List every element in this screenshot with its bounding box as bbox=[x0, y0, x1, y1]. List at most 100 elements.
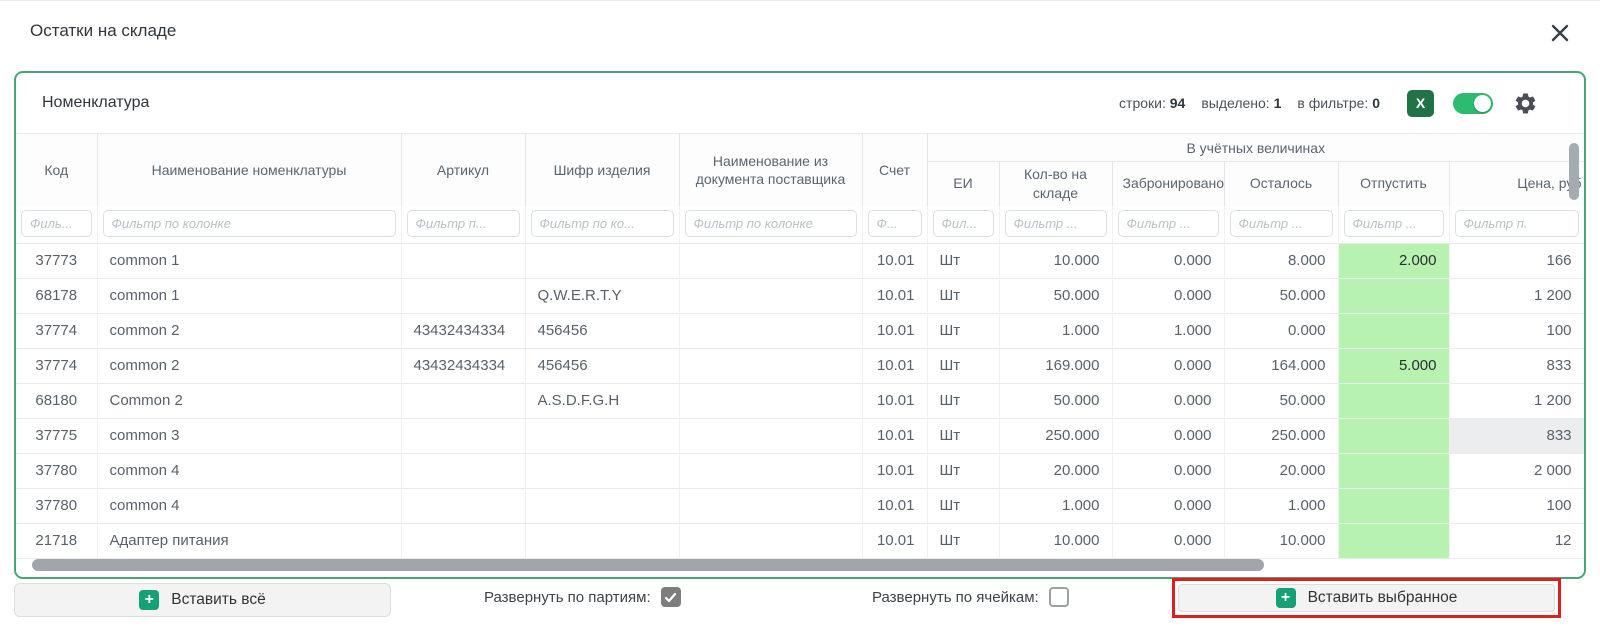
cell-name[interactable]: common 4 bbox=[97, 487, 402, 523]
expand-cells-checkbox[interactable] bbox=[1048, 587, 1069, 607]
cell-docname[interactable] bbox=[679, 382, 863, 418]
cell-article[interactable] bbox=[401, 277, 526, 313]
cell-unit[interactable]: Шт bbox=[927, 347, 1000, 383]
cell-reserved[interactable]: 0.000 bbox=[1112, 277, 1225, 313]
cell-price[interactable]: 1 200 bbox=[1449, 277, 1584, 313]
filter-input-docname[interactable] bbox=[684, 209, 857, 237]
cell-name[interactable]: Адаптер питания bbox=[97, 522, 402, 559]
cell-price-selected[interactable]: 833 bbox=[1449, 417, 1584, 453]
cell-unit[interactable]: Шт bbox=[927, 242, 1000, 278]
cell-release[interactable] bbox=[1338, 312, 1450, 348]
cell-name[interactable]: common 1 bbox=[97, 242, 402, 278]
vertical-scrollbar-thumb[interactable] bbox=[1569, 143, 1579, 200]
cell-qty[interactable]: 20.000 bbox=[999, 452, 1113, 488]
cell-docname[interactable] bbox=[679, 417, 863, 453]
filter-input-account[interactable] bbox=[867, 209, 922, 237]
cell-code[interactable]: 68178 bbox=[16, 277, 98, 313]
cell-code[interactable]: 21718 bbox=[16, 522, 98, 559]
cell-release[interactable]: 5.000 bbox=[1338, 347, 1450, 383]
cell-reserved[interactable]: 0.000 bbox=[1112, 522, 1225, 559]
cell-account[interactable]: 10.01 bbox=[862, 312, 928, 348]
cell-shifr[interactable] bbox=[525, 417, 680, 453]
cell-qty[interactable]: 1.000 bbox=[999, 312, 1113, 348]
cell-docname[interactable] bbox=[679, 242, 863, 278]
cell-article[interactable] bbox=[401, 417, 526, 453]
cell-shifr[interactable] bbox=[525, 452, 680, 488]
cell-release[interactable]: 2.000 bbox=[1338, 242, 1450, 278]
cell-account[interactable]: 10.01 bbox=[862, 382, 928, 418]
cell-code[interactable]: 68180 bbox=[16, 382, 98, 418]
horizontal-scrollbar-thumb[interactable] bbox=[32, 559, 1264, 571]
filter-input-shifr[interactable] bbox=[530, 209, 674, 237]
cell-name[interactable]: common 4 bbox=[97, 452, 402, 488]
insert-all-button[interactable]: + Вставить всё bbox=[14, 583, 391, 617]
cell-reserved[interactable]: 0.000 bbox=[1112, 487, 1225, 523]
excel-export-icon[interactable]: X bbox=[1407, 89, 1434, 117]
cell-code[interactable]: 37780 bbox=[16, 487, 98, 523]
cell-docname[interactable] bbox=[679, 347, 863, 383]
cell-left[interactable]: 50.000 bbox=[1224, 382, 1339, 418]
cell-reserved[interactable]: 0.000 bbox=[1112, 417, 1225, 453]
filter-input-name[interactable] bbox=[102, 209, 396, 237]
cell-code[interactable]: 37775 bbox=[16, 417, 98, 453]
filter-input-left[interactable] bbox=[1229, 209, 1333, 237]
cell-left[interactable]: 20.000 bbox=[1224, 452, 1339, 488]
cell-unit[interactable]: Шт bbox=[927, 452, 1000, 488]
filter-input-code[interactable] bbox=[21, 209, 92, 237]
filter-input-reserved[interactable] bbox=[1117, 209, 1219, 237]
cell-release[interactable] bbox=[1338, 452, 1450, 488]
cell-account[interactable]: 10.01 bbox=[862, 277, 928, 313]
cell-release[interactable] bbox=[1338, 382, 1450, 418]
cell-price[interactable]: 12 bbox=[1449, 522, 1584, 559]
toggle-switch[interactable] bbox=[1453, 92, 1493, 114]
cell-name[interactable]: common 3 bbox=[97, 417, 402, 453]
cell-price[interactable]: 100 bbox=[1449, 487, 1584, 523]
cell-article[interactable]: 43432434334 bbox=[401, 312, 526, 348]
cell-docname[interactable] bbox=[679, 312, 863, 348]
cell-shifr[interactable]: A.S.D.F.G.H bbox=[525, 382, 680, 418]
cell-account[interactable]: 10.01 bbox=[862, 347, 928, 383]
cell-qty[interactable]: 50.000 bbox=[999, 277, 1113, 313]
cell-account[interactable]: 10.01 bbox=[862, 417, 928, 453]
cell-code[interactable]: 37780 bbox=[16, 452, 98, 488]
cell-release[interactable] bbox=[1338, 277, 1450, 313]
cell-reserved[interactable]: 0.000 bbox=[1112, 382, 1225, 418]
cell-reserved[interactable]: 0.000 bbox=[1112, 242, 1225, 278]
cell-unit[interactable]: Шт bbox=[927, 487, 1000, 523]
cell-reserved[interactable]: 0.000 bbox=[1112, 452, 1225, 488]
cell-article[interactable] bbox=[401, 487, 526, 523]
filter-input-release[interactable] bbox=[1343, 209, 1444, 237]
cell-account[interactable]: 10.01 bbox=[862, 452, 928, 488]
gear-icon[interactable] bbox=[1512, 90, 1538, 116]
cell-release[interactable] bbox=[1338, 487, 1450, 523]
cell-name[interactable]: common 2 bbox=[97, 312, 402, 348]
cell-price[interactable]: 2 000 bbox=[1449, 452, 1584, 488]
cell-price[interactable]: 100 bbox=[1449, 312, 1584, 348]
cell-docname[interactable] bbox=[679, 487, 863, 523]
cell-article[interactable]: 43432434334 bbox=[401, 347, 526, 383]
cell-left[interactable]: 10.000 bbox=[1224, 522, 1339, 559]
cell-left[interactable]: 50.000 bbox=[1224, 277, 1339, 313]
cell-shifr[interactable] bbox=[525, 487, 680, 523]
cell-qty[interactable]: 50.000 bbox=[999, 382, 1113, 418]
close-icon[interactable] bbox=[1548, 21, 1572, 45]
filter-input-unit[interactable] bbox=[932, 209, 994, 237]
cell-release[interactable] bbox=[1338, 522, 1450, 559]
cell-unit[interactable]: Шт bbox=[927, 312, 1000, 348]
cell-qty[interactable]: 10.000 bbox=[999, 242, 1113, 278]
cell-docname[interactable] bbox=[679, 522, 863, 559]
cell-name[interactable]: common 2 bbox=[97, 347, 402, 383]
cell-shifr[interactable]: 456456 bbox=[525, 347, 680, 383]
cell-article[interactable] bbox=[401, 382, 526, 418]
cell-left[interactable]: 1.000 bbox=[1224, 487, 1339, 523]
cell-left[interactable]: 8.000 bbox=[1224, 242, 1339, 278]
cell-unit[interactable]: Шт bbox=[927, 417, 1000, 453]
cell-name[interactable]: common 1 bbox=[97, 277, 402, 313]
cell-left[interactable]: 250.000 bbox=[1224, 417, 1339, 453]
insert-selected-button[interactable]: + Вставить выбранное bbox=[1178, 584, 1555, 612]
cell-price[interactable]: 166 bbox=[1449, 242, 1584, 278]
cell-code[interactable]: 37774 bbox=[16, 312, 98, 348]
cell-shifr[interactable]: Q.W.E.R.T.Y bbox=[525, 277, 680, 313]
cell-qty[interactable]: 10.000 bbox=[999, 522, 1113, 559]
cell-docname[interactable] bbox=[679, 452, 863, 488]
